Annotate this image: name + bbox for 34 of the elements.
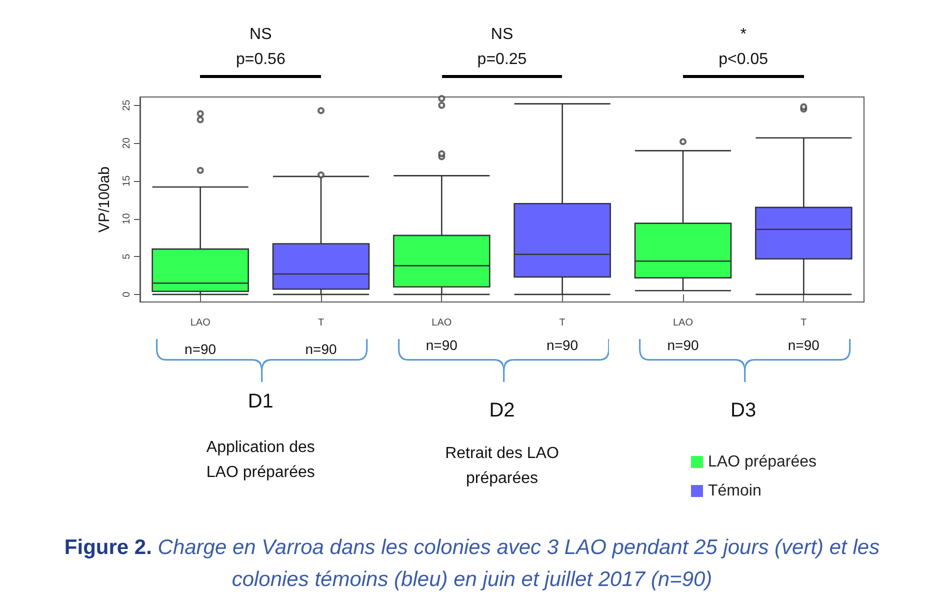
y-axis-title: VP/100ab bbox=[96, 166, 113, 232]
text: Charge en Varroa dans les colonies avec 3 LAO pendant 25 jours (vert) et les colonies témoins (bleu) en juin et juillet 2017 (n=90) bbox=[156, 536, 880, 591]
x-tick-label: LAO bbox=[432, 318, 452, 328]
x-tick-label: LAO bbox=[672, 318, 694, 328]
x-tick-label: T bbox=[800, 318, 807, 328]
text: n=90 bbox=[667, 337, 699, 353]
y-tick-label: 10 bbox=[122, 212, 132, 224]
legend-label: Témoin bbox=[708, 482, 762, 500]
text: D1 bbox=[248, 390, 274, 414]
text: p<0.05 bbox=[718, 51, 768, 69]
text: n=90 bbox=[305, 341, 337, 357]
text: Application des LAO préparées bbox=[205, 438, 316, 483]
text: D2 bbox=[489, 400, 515, 422]
y-tick-label: 15 bbox=[122, 174, 132, 187]
text: * bbox=[740, 26, 746, 44]
legend-label: LAO préparées bbox=[708, 454, 817, 470]
text: NS bbox=[490, 26, 514, 44]
y-tick-label: 20 bbox=[122, 137, 132, 149]
text: n=90 bbox=[426, 337, 458, 353]
text: n=90 bbox=[546, 337, 578, 353]
x-tick-label: T bbox=[318, 318, 324, 328]
text: Retrait des LAO préparées bbox=[444, 444, 560, 489]
y-tick-label: 5 bbox=[122, 253, 132, 260]
y-tick-label: 25 bbox=[122, 99, 132, 111]
text: NS bbox=[250, 26, 272, 44]
x-tick-label: LAO bbox=[190, 318, 211, 328]
caption: Figure 2. bbox=[64, 536, 152, 559]
text: p=0.25 bbox=[477, 51, 527, 69]
text: n=90 bbox=[788, 337, 820, 353]
text: D3 bbox=[730, 400, 756, 422]
text: p=0.56 bbox=[236, 51, 286, 69]
x-tick-label: T bbox=[559, 318, 566, 328]
y-tick-label: 0 bbox=[122, 291, 132, 298]
text: n=90 bbox=[184, 341, 216, 357]
